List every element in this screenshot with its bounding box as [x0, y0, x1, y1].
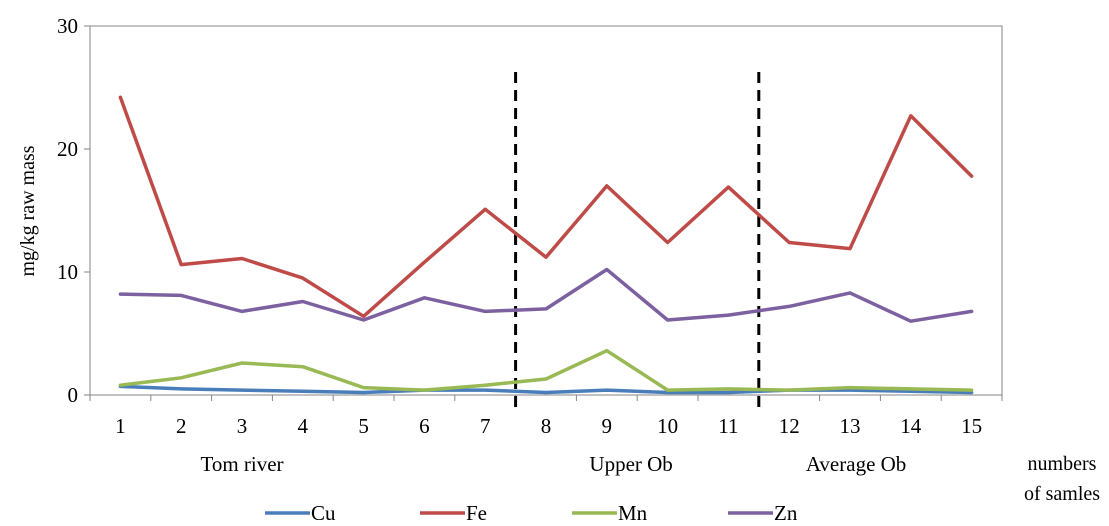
legend-label-cu: Cu	[311, 501, 336, 525]
x-axis-title-line-1: numbers	[1028, 453, 1097, 475]
group-labels: Tom river Upper Ob Average Ob	[200, 452, 906, 476]
x-tick-label: 8	[541, 414, 552, 438]
x-tick-label: 14	[900, 414, 922, 438]
legend-label-zn: Zn	[774, 501, 798, 525]
legend-label-fe: Fe	[466, 501, 487, 525]
x-tick-label: 7	[480, 414, 491, 438]
x-axis: 1 2 3 4 5 6 7 8 9 10 11 12 13 14 15	[89, 395, 1003, 438]
x-tick-label: 2	[176, 414, 187, 438]
x-tick-label: 9	[602, 414, 613, 438]
x-tick-label: 11	[718, 414, 738, 438]
x-tick-label: 1	[115, 414, 126, 438]
x-tick-label: 6	[419, 414, 430, 438]
y-axis-title: mg/kg raw mass	[17, 145, 39, 276]
group-label: Tom river	[200, 452, 283, 476]
x-tick-label: 12	[779, 414, 800, 438]
legend-label-mn: Mn	[618, 501, 648, 525]
section-dividers	[514, 72, 761, 412]
x-tick-label: 3	[237, 414, 248, 438]
group-label: Upper Ob	[589, 452, 672, 476]
y-tick-label: 0	[68, 383, 79, 407]
plot-area-border	[89, 25, 1003, 396]
plot-frame	[89, 25, 1003, 396]
x-tick-label: 15	[961, 414, 982, 438]
x-tick-label: 4	[298, 414, 309, 438]
x-tick-label: 13	[840, 414, 861, 438]
series-line-mn	[118, 348, 974, 392]
y-tick-label: 10	[57, 260, 78, 284]
series-lines	[118, 95, 974, 395]
x-tick-label: 10	[657, 414, 678, 438]
series-line-fe	[118, 95, 974, 319]
x-tick-label: 5	[358, 414, 369, 438]
group-label: Average Ob	[806, 452, 906, 476]
y-axis: 0 10 20 30	[57, 14, 90, 407]
legend: Cu Fe Mn Zn	[265, 501, 798, 525]
y-tick-label: 30	[57, 14, 78, 38]
y-tick-label: 20	[57, 137, 78, 161]
series-line-zn	[118, 267, 974, 323]
x-axis-title-line-2: of samles	[1024, 483, 1100, 505]
